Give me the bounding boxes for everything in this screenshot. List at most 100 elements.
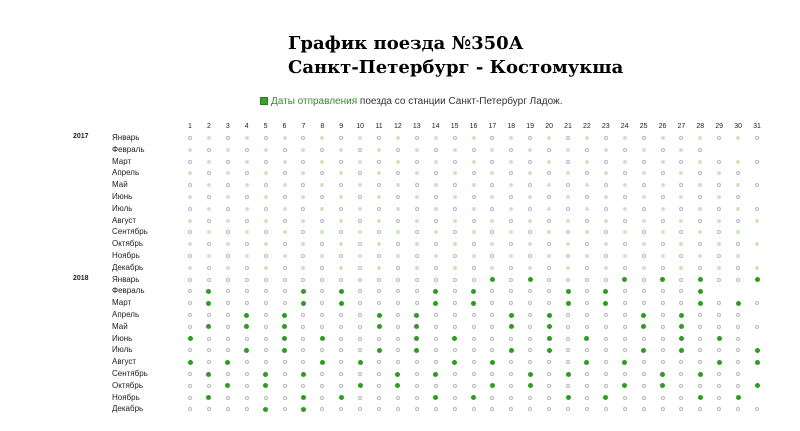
departure-dot[interactable] bbox=[508, 347, 514, 353]
departure-dot[interactable] bbox=[546, 347, 552, 353]
departure-dot[interactable] bbox=[565, 288, 571, 294]
calendar-day-dot bbox=[225, 183, 230, 188]
departure-dot[interactable] bbox=[357, 383, 363, 389]
departure-dot[interactable] bbox=[395, 371, 401, 377]
departure-dot[interactable] bbox=[678, 336, 684, 342]
departure-dot[interactable] bbox=[754, 359, 760, 365]
departure-dot[interactable] bbox=[754, 277, 760, 283]
departure-dot[interactable] bbox=[263, 406, 269, 412]
departure-dot[interactable] bbox=[338, 288, 344, 294]
departure-dot[interactable] bbox=[735, 395, 741, 401]
departure-dot[interactable] bbox=[716, 336, 722, 342]
departure-dot[interactable] bbox=[489, 359, 495, 365]
departure-dot[interactable] bbox=[206, 371, 212, 377]
departure-dot[interactable] bbox=[697, 277, 703, 283]
departure-dot[interactable] bbox=[225, 359, 231, 365]
departure-dot[interactable] bbox=[319, 359, 325, 365]
departure-dot[interactable] bbox=[433, 288, 439, 294]
departure-dot[interactable] bbox=[678, 312, 684, 318]
departure-dot[interactable] bbox=[263, 371, 269, 377]
departure-dot[interactable] bbox=[527, 383, 533, 389]
departure-dot[interactable] bbox=[546, 312, 552, 318]
departure-dot[interactable] bbox=[527, 277, 533, 283]
departure-dot[interactable] bbox=[282, 336, 287, 342]
departure-dot[interactable] bbox=[414, 324, 420, 330]
departure-dot[interactable] bbox=[565, 300, 571, 306]
departure-dot[interactable] bbox=[754, 347, 760, 353]
departure-dot[interactable] bbox=[489, 277, 495, 283]
departure-dot[interactable] bbox=[206, 395, 212, 401]
departure-dot[interactable] bbox=[300, 288, 306, 294]
departure-dot[interactable] bbox=[603, 395, 609, 401]
departure-dot[interactable] bbox=[414, 347, 420, 353]
departure-dot[interactable] bbox=[244, 324, 250, 330]
departure-dot[interactable] bbox=[414, 336, 420, 342]
departure-dot[interactable] bbox=[338, 395, 344, 401]
departure-dot[interactable] bbox=[187, 336, 193, 342]
departure-dot[interactable] bbox=[282, 347, 287, 353]
departure-dot[interactable] bbox=[603, 288, 609, 294]
departure-dot[interactable] bbox=[319, 336, 325, 342]
departure-dot[interactable] bbox=[395, 383, 401, 389]
departure-dot[interactable] bbox=[660, 371, 665, 377]
departure-dot[interactable] bbox=[300, 371, 306, 377]
departure-dot[interactable] bbox=[263, 383, 269, 389]
departure-dot[interactable] bbox=[452, 336, 458, 342]
departure-dot[interactable] bbox=[376, 312, 382, 318]
departure-dot[interactable] bbox=[660, 277, 665, 283]
departure-dot[interactable] bbox=[622, 383, 628, 389]
departure-dot[interactable] bbox=[225, 383, 231, 389]
departure-dot[interactable] bbox=[603, 300, 609, 306]
departure-dot[interactable] bbox=[414, 312, 420, 318]
departure-dot[interactable] bbox=[546, 324, 552, 330]
departure-dot[interactable] bbox=[735, 300, 741, 306]
departure-dot[interactable] bbox=[641, 347, 647, 353]
departure-dot[interactable] bbox=[300, 300, 306, 306]
departure-dot[interactable] bbox=[338, 300, 344, 306]
departure-dot[interactable] bbox=[376, 324, 382, 330]
departure-dot[interactable] bbox=[300, 395, 306, 401]
departure-dot[interactable] bbox=[508, 312, 514, 318]
departure-dot[interactable] bbox=[282, 312, 287, 318]
departure-dot[interactable] bbox=[282, 324, 287, 330]
departure-dot[interactable] bbox=[622, 359, 628, 365]
calendar-day-dot bbox=[188, 171, 192, 176]
departure-dot[interactable] bbox=[678, 347, 684, 353]
departure-dates-link[interactable]: Даты отправления bbox=[271, 96, 358, 107]
departure-dot[interactable] bbox=[546, 336, 552, 342]
departure-dot[interactable] bbox=[187, 359, 193, 365]
departure-dot[interactable] bbox=[716, 359, 722, 365]
departure-dot[interactable] bbox=[508, 324, 514, 330]
departure-dot[interactable] bbox=[206, 324, 212, 330]
departure-dot[interactable] bbox=[433, 395, 439, 401]
departure-dot[interactable] bbox=[433, 371, 439, 377]
departure-dot[interactable] bbox=[584, 336, 590, 342]
departure-dot[interactable] bbox=[641, 312, 647, 318]
departure-dot[interactable] bbox=[622, 277, 628, 283]
departure-dot[interactable] bbox=[660, 383, 665, 389]
departure-dot[interactable] bbox=[300, 406, 306, 412]
departure-dot[interactable] bbox=[376, 347, 382, 353]
departure-dot[interactable] bbox=[471, 395, 476, 401]
departure-dot[interactable] bbox=[697, 300, 703, 306]
departure-dot[interactable] bbox=[697, 288, 703, 294]
departure-dot[interactable] bbox=[433, 300, 439, 306]
departure-dot[interactable] bbox=[697, 395, 703, 401]
departure-dot[interactable] bbox=[206, 300, 212, 306]
departure-dot[interactable] bbox=[471, 288, 476, 294]
departure-dot[interactable] bbox=[206, 288, 212, 294]
departure-dot[interactable] bbox=[641, 324, 647, 330]
departure-dot[interactable] bbox=[489, 383, 495, 389]
departure-dot[interactable] bbox=[565, 395, 571, 401]
departure-dot[interactable] bbox=[754, 383, 760, 389]
departure-dot[interactable] bbox=[244, 312, 250, 318]
departure-dot[interactable] bbox=[357, 359, 363, 365]
departure-dot[interactable] bbox=[678, 324, 684, 330]
departure-dot[interactable] bbox=[565, 371, 571, 377]
departure-dot[interactable] bbox=[584, 359, 590, 365]
departure-dot[interactable] bbox=[244, 347, 250, 353]
departure-dot[interactable] bbox=[471, 300, 476, 306]
departure-dot[interactable] bbox=[452, 359, 458, 365]
departure-dot[interactable] bbox=[527, 371, 533, 377]
departure-dot[interactable] bbox=[697, 371, 703, 377]
